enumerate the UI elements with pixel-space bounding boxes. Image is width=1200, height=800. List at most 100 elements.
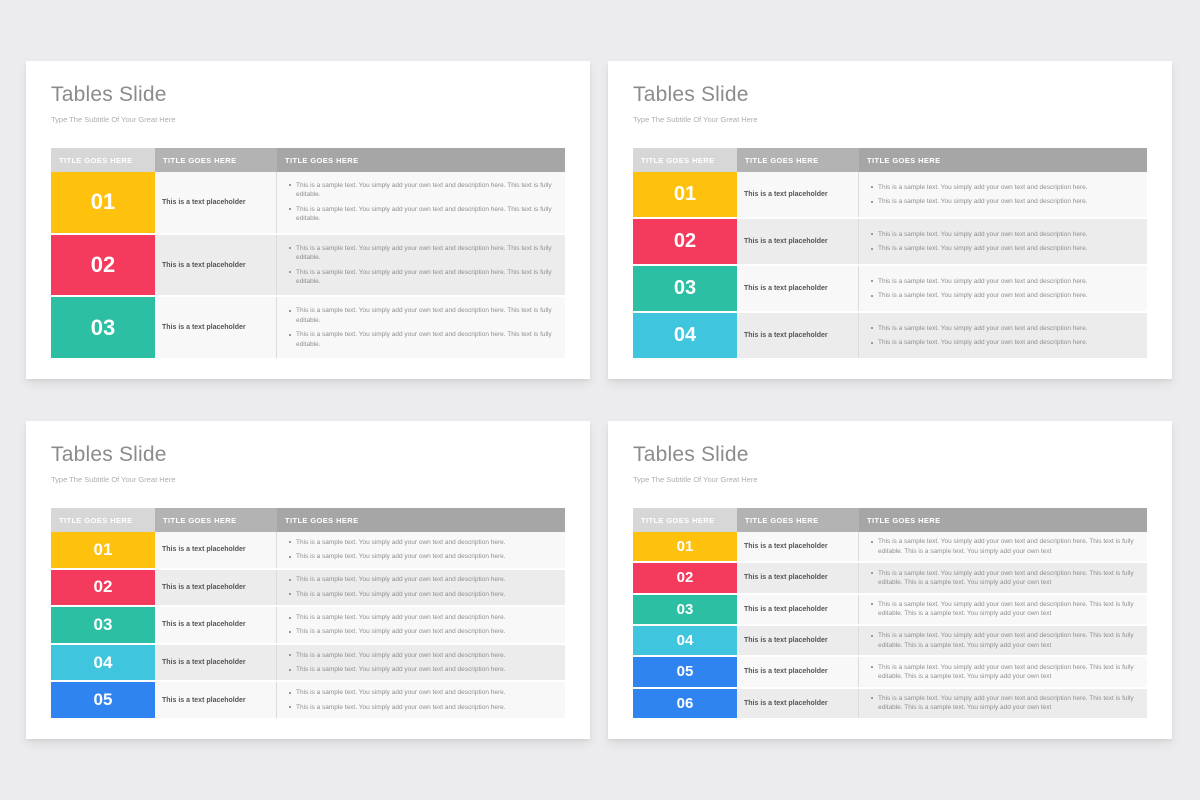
table-row: 03 This is a text placeholder This is a sa… [51,295,565,359]
description-cell: This is a sample text. You simply add yo… [859,657,1147,687]
description-cell: This is a sample text. You simply add yo… [277,172,565,233]
bullet-text: This is a sample text. You simply add yo… [878,569,1134,586]
placeholder-cell: This is a text placeholder [737,594,859,624]
bullet-item: This is a sample text. You simply add yo… [871,197,1139,206]
table: TITLE GOES HERE TITLE GOES HERE TITLE GOES… [633,148,1147,358]
placeholder-cell: This is a text placeholder [737,657,859,687]
bullet-item: This is a sample text. You simply add yo… [289,627,557,636]
bullet-text: This is a sample text. You simply add yo… [296,553,506,561]
placeholder-cell: This is a text placeholder [737,563,859,593]
bullet-item: This is a sample text. You simply add yo… [871,230,1139,239]
slide-card-4-rows[interactable]: Tables Slide Type The Subtitle Of Your G… [608,61,1172,379]
bullet-item: This is a sample text. You simply add yo… [289,665,557,674]
placeholder-cell: This is a text placeholder [155,569,277,606]
bullet-dot-icon [289,654,291,657]
bullet-dot-icon [871,540,873,543]
bullet-text: This is a sample text. You simply add yo… [296,614,506,622]
bullet-dot-icon [871,697,873,700]
bullet-item: This is a sample text. You simply add yo… [289,613,557,622]
bullet-dot-icon [289,668,291,671]
bullet-text: This is a sample text. You simply add yo… [296,628,506,636]
bullet-text: This is a sample text. You simply add yo… [878,324,1088,332]
slide-title: Tables Slide [633,443,749,466]
description-cell: This is a sample text. You simply add yo… [859,594,1147,624]
slide-subtitle: Type The Subtitle Of Your Great Here [51,475,176,484]
row-number-cell: 03 [633,266,737,311]
bullet-text: This is a sample text. You simply add yo… [296,651,506,659]
bullet-text: This is a sample text. You simply add yo… [878,632,1134,649]
bullet-text: This is a sample text. You simply add yo… [296,666,506,674]
row-number-cell: 04 [633,625,737,656]
bullet-dot-icon [871,233,873,236]
bullet-item: This is a sample text. You simply add yo… [289,205,557,224]
bullet-text: This is a sample text. You simply add yo… [878,663,1134,680]
table-header-cell: TITLE GOES HERE [155,508,277,532]
bullet-item: This is a sample text. You simply add yo… [871,244,1139,253]
bullet-item: This is a sample text. You simply add yo… [289,688,557,697]
slide-subtitle: Type The Subtitle Of Your Great Here [633,115,758,124]
bullet-item: This is a sample text. You simply add yo… [871,631,1139,650]
bullet-text: This is a sample text. You simply add yo… [878,183,1088,191]
row-number-cell: 04 [633,313,737,358]
bullet-text: This is a sample text. You simply add yo… [296,205,552,223]
description-cell: This is a sample text. You simply add yo… [859,219,1147,264]
bullet-text: This is a sample text. You simply add yo… [296,307,552,324]
table-header-cell: TITLE GOES HERE [633,148,737,172]
table-header-cell: TITLE GOES HERE [277,148,565,172]
bullet-item: This is a sample text. You simply add yo… [289,590,557,599]
table-header-cell: TITLE GOES HERE [51,508,155,532]
bullet-dot-icon [871,603,873,606]
table-header-row: TITLE GOES HERE TITLE GOES HERE TITLE GOES… [633,508,1147,532]
slide-subtitle: Type The Subtitle Of Your Great Here [633,475,758,484]
bullet-dot-icon [871,327,873,330]
bullet-dot-icon [289,578,291,581]
description-cell: This is a sample text. You simply add yo… [859,688,1147,718]
placeholder-cell: This is a text placeholder [155,532,277,568]
bullet-dot-icon [871,200,873,203]
placeholder-cell: This is a text placeholder [737,219,859,264]
table-header-cell: TITLE GOES HERE [737,508,859,532]
table-header-cell: TITLE GOES HERE [737,148,859,172]
bullet-text: This is a sample text. You simply add yo… [878,277,1088,285]
description-cell: This is a sample text. You simply add yo… [277,297,565,359]
slide-card-3-rows[interactable]: Tables Slide Type The Subtitle Of Your G… [26,61,590,379]
table-header-cell: TITLE GOES HERE [859,508,1147,532]
bullet-dot-icon [289,333,291,336]
table-row: 01 This is a text placeholder This is a sa… [51,532,565,568]
bullet-text: This is a sample text. You simply add yo… [296,703,506,711]
description-cell: This is a sample text. You simply add yo… [859,563,1147,593]
bullet-dot-icon [289,208,291,211]
bullet-text: This is a sample text. You simply add yo… [296,576,506,584]
bullet-item: This is a sample text. You simply add yo… [289,575,557,584]
placeholder-cell: This is a text placeholder [155,607,277,643]
table-row: 01 This is a text placeholder This is a sa… [633,532,1147,562]
bullet-text: This is a sample text. You simply add yo… [878,694,1134,712]
placeholder-cell: This is a text placeholder [155,297,277,359]
table-row: 02 This is a text placeholder This is a sa… [633,561,1147,593]
bullet-dot-icon [871,280,873,283]
slide-title: Tables Slide [633,83,749,106]
bullet-item: This is a sample text. You simply add yo… [871,291,1139,300]
bullet-text: This is a sample text. You simply add yo… [878,339,1088,346]
bullet-dot-icon [871,186,873,189]
bullet-dot-icon [289,616,291,619]
table-header-cell: TITLE GOES HERE [51,148,155,172]
placeholder-cell: This is a text placeholder [155,682,277,718]
description-cell: This is a sample text. You simply add yo… [277,644,565,681]
bullet-item: This is a sample text. You simply add yo… [289,268,557,287]
description-cell: This is a sample text. You simply add yo… [859,532,1147,562]
bullet-text: This is a sample text. You simply add yo… [878,198,1088,205]
table-row: 06 This is a text placeholder This is a sa… [633,686,1147,718]
row-number-cell: 01 [51,172,155,233]
bullet-text: This is a sample text. You simply add yo… [878,245,1088,252]
slide-card-5-rows[interactable]: Tables Slide Type The Subtitle Of Your G… [26,421,590,739]
table-row: 02 This is a text placeholder This is a sa… [633,217,1147,264]
bullet-item: This is a sample text. You simply add yo… [289,306,557,325]
placeholder-cell: This is a text placeholder [155,644,277,681]
slide-card-6-rows[interactable]: Tables Slide Type The Subtitle Of Your G… [608,421,1172,739]
bullet-dot-icon [289,271,291,273]
table-row: 04 This is a text placeholder This is a sa… [51,642,565,681]
bullet-dot-icon [871,572,873,575]
bullet-item: This is a sample text. You simply add yo… [871,600,1139,619]
bullet-text: This is a sample text. You simply add yo… [296,331,552,348]
